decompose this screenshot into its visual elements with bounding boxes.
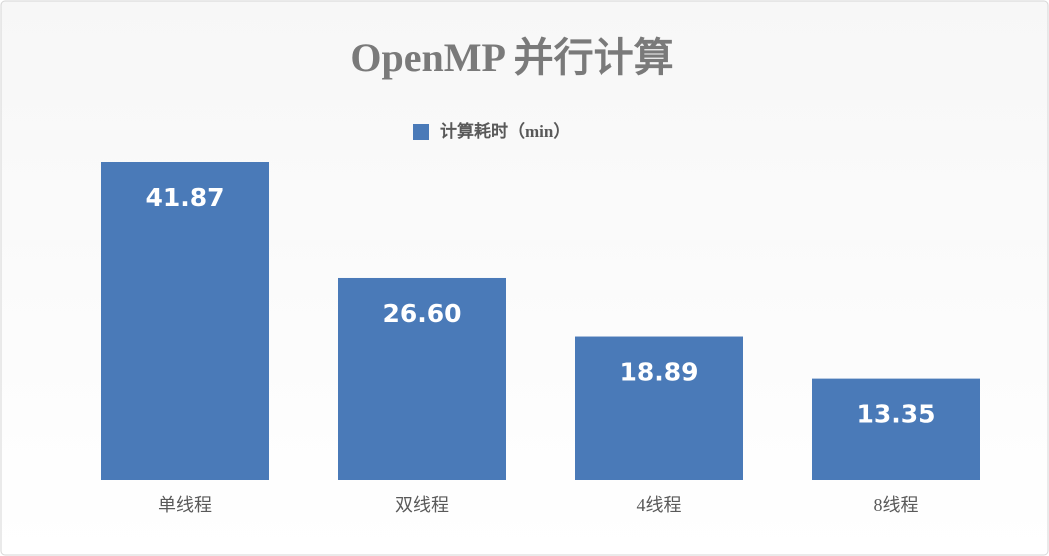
value-label: 26.60 bbox=[382, 299, 461, 328]
x-tick-label: 8线程 bbox=[874, 495, 919, 515]
bar bbox=[101, 162, 269, 480]
x-tick-label: 4线程 bbox=[637, 495, 682, 515]
chart-title: OpenMP 并行计算 bbox=[350, 35, 673, 80]
legend-label: 计算耗时（min） bbox=[440, 121, 570, 141]
value-label: 41.87 bbox=[145, 183, 224, 212]
bar bbox=[812, 378, 980, 480]
value-label: 13.35 bbox=[856, 400, 935, 429]
x-tick-label: 单线程 bbox=[158, 495, 212, 515]
bar bbox=[575, 336, 743, 480]
value-label: 18.89 bbox=[619, 358, 698, 387]
legend-swatch bbox=[413, 124, 429, 140]
bar bbox=[338, 277, 506, 480]
x-tick-label: 双线程 bbox=[395, 495, 449, 515]
